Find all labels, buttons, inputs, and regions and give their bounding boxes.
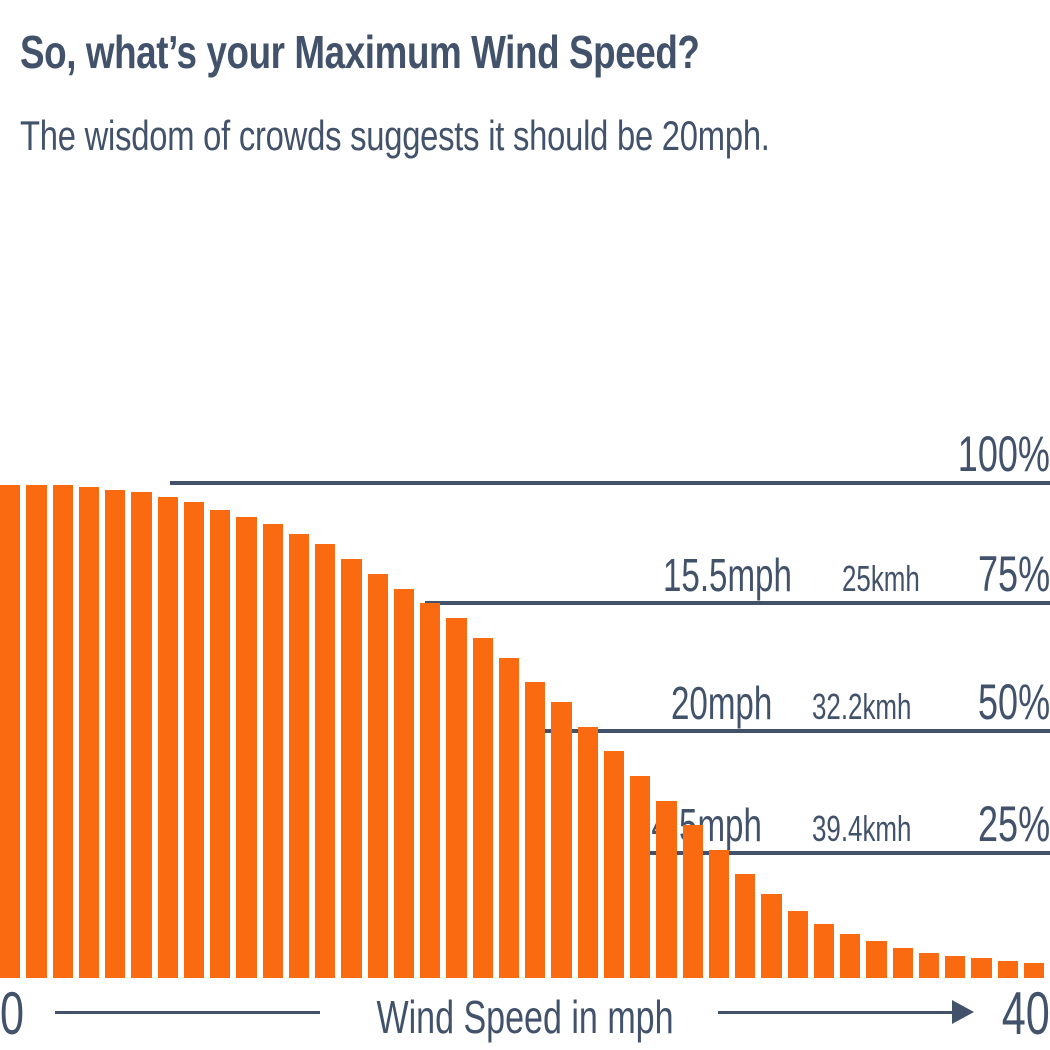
x-axis-line-left [55,1011,320,1014]
bar [26,485,47,978]
bar [708,849,729,978]
bar [0,485,21,978]
gridline-percent-25: 25% [977,796,1050,852]
bar [315,544,336,978]
gridline-row-50: 20mph 32.2kmh 50% [540,671,1050,733]
gridline-percent-75: 75% [977,546,1050,602]
gridline-percent-50: 50% [977,674,1050,730]
bar [577,726,598,978]
bar [656,800,677,978]
gridline-rule-75 [425,601,1050,605]
bar [997,960,1018,978]
bar [78,487,99,978]
bar [971,958,992,978]
gridline-row-75: 15.5mph 25kmh 75% [425,543,1050,605]
gridline-mph-75: 15.5mph [662,549,792,601]
bar [630,775,651,978]
gridline-rule-50 [540,729,1050,733]
x-axis-start-label: 0 [0,980,25,1047]
bar [840,933,861,978]
bar [420,603,441,978]
bar [131,492,152,978]
bar [236,517,257,978]
bar [1023,963,1044,978]
bar [918,953,939,978]
bar [367,573,388,978]
bar [892,948,913,978]
x-axis-line-right [718,1011,955,1014]
gridline-mph-50: 20mph [671,677,773,729]
bar [288,534,309,978]
bar [735,874,756,978]
gridline-labels-75: 15.5mph 25kmh 75% [663,549,1050,599]
bar [525,682,546,978]
bar [183,502,204,978]
bar [682,825,703,978]
gridline-kmh-25: 39.4kmh [811,808,912,849]
gridline-percent-100: 100% [957,426,1050,482]
gridline-row-100: 100% [170,421,1050,485]
bar [157,497,178,978]
bar [262,524,283,978]
bar [52,485,73,978]
bar [472,637,493,978]
bar [866,941,887,978]
bar [498,657,519,978]
bar [551,701,572,978]
bar [105,489,126,978]
bar [945,955,966,978]
page-title: So, what’s your Maximum Wind Speed? [20,26,700,78]
bar [341,558,362,978]
bar [393,588,414,978]
bar [813,923,834,978]
bar [446,618,467,978]
bar [603,751,624,978]
x-axis-arrow-icon [952,1000,974,1024]
gridline-kmh-50: 32.2kmh [811,686,912,727]
bar [787,911,808,978]
page-subtitle: The wisdom of crowds suggests it should … [20,112,770,159]
x-axis-end-label: 40 [1001,980,1050,1047]
gridline-rule-25 [640,851,1050,855]
bar [761,894,782,978]
gridline-kmh-75: 25kmh [841,558,920,599]
bar [210,509,231,978]
bar-series [0,478,1050,978]
gridline-labels-100: 100% [922,429,1050,479]
x-axis: 0 Wind Speed in mph 40 [0,974,1050,1046]
x-axis-title: Wind Speed in mph [376,991,674,1043]
gridline-labels-50: 20mph 32.2kmh 50% [671,677,1050,727]
gridline-rule-100 [170,481,1050,485]
